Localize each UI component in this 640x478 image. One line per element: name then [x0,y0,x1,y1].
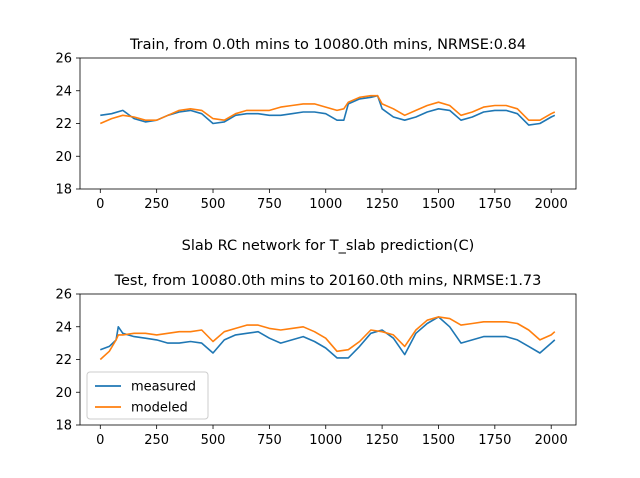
x-tick-label: 250 [144,197,169,212]
y-tick-label: 22 [55,353,72,368]
x-tick-label: 2000 [535,433,568,448]
x-tick-label: 0 [96,433,104,448]
y-tick-label: 26 [55,52,72,67]
y-tick-label: 26 [55,288,72,303]
chart-title: Train, from 0.0th mins to 10080.0th mins… [129,37,526,53]
chart-title: Test, from 10080.0th mins to 20160.0th m… [114,273,542,289]
x-tick-label: 1000 [309,197,342,212]
test-chart: Test, from 10080.0th mins to 20160.0th m… [55,273,577,448]
y-tick-label: 20 [55,386,72,401]
legend-label-modeled: modeled [131,401,188,416]
series-group [99,316,556,361]
x-tick-label: 0 [96,197,104,212]
legend-label-measured: measured [131,380,196,395]
y-tick-label: 20 [55,150,72,165]
x-tick-label: 1500 [422,197,455,212]
x-tick-label: 250 [144,433,169,448]
x-tick-label: 750 [257,197,282,212]
y-tick-label: 24 [55,84,72,99]
series-line-measured [100,94,556,126]
y-tick-label: 18 [55,183,72,198]
legend: measured modeled [86,371,209,420]
x-tick-label: 1250 [366,197,399,212]
x-tick-label: 1250 [366,433,399,448]
series-line-modeled [99,316,556,361]
y-tick-label: 24 [55,320,72,335]
series-line-modeled [99,94,556,125]
x-tick-label: 1750 [478,197,511,212]
x-tick-label: 1750 [478,433,511,448]
x-tick-label: 1000 [309,433,342,448]
train-chart: Train, from 0.0th mins to 10080.0th mins… [55,37,577,212]
x-tick-label: 1500 [422,433,455,448]
y-tick-label: 22 [55,117,72,132]
x-tick-label: 500 [201,197,226,212]
y-tick-label: 18 [55,419,72,434]
x-tick-label: 2000 [535,197,568,212]
series-group [99,94,556,126]
series-line-measured [100,316,556,359]
x-tick-label: 500 [201,433,226,448]
figure-suptitle: Slab RC network for T_slab prediction(C) [182,238,475,254]
x-tick-label: 750 [257,433,282,448]
